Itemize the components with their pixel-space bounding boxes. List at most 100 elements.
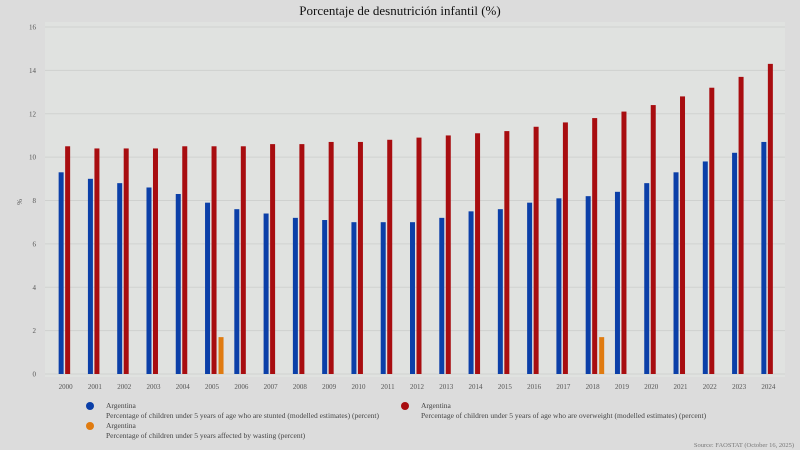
x-tick-labels: 2000 2001 2002 2003 2004 2005 2006 2007 2008 2009… xyxy=(59,383,776,391)
bar-overweight[interactable] xyxy=(621,111,627,375)
x-tick-label: 2010 xyxy=(351,383,366,391)
bar-stunted[interactable] xyxy=(732,152,738,374)
bar-stunted[interactable] xyxy=(527,202,533,374)
legend-description: Percentage of children under 5 years of … xyxy=(106,411,380,420)
bar-stunted[interactable] xyxy=(205,202,211,374)
bar-stunted[interactable] xyxy=(351,222,357,374)
legend-description: Percentage of children under 5 years of … xyxy=(421,411,707,420)
bar-stunted[interactable] xyxy=(380,222,386,374)
bar-overweight[interactable] xyxy=(94,148,100,374)
bar-stunted[interactable] xyxy=(234,209,240,374)
bar-overweight[interactable] xyxy=(299,144,305,374)
x-tick-label: 2009 xyxy=(322,383,337,391)
bar-stunted[interactable] xyxy=(761,141,767,374)
y-tick-label: 2 xyxy=(33,327,37,335)
y-tick-label: 0 xyxy=(33,371,37,379)
x-tick-label: 2004 xyxy=(176,383,191,391)
y-tick-label: 4 xyxy=(33,284,37,292)
bar-stunted[interactable] xyxy=(497,209,503,374)
bar-overweight[interactable] xyxy=(182,146,188,374)
bar-stunted[interactable] xyxy=(556,198,562,374)
legend-country: Argentina xyxy=(421,401,451,410)
bar-overweight[interactable] xyxy=(680,96,686,375)
bar-stunted[interactable] xyxy=(175,193,181,374)
x-tick-label: 2001 xyxy=(88,383,103,391)
bar-stunted[interactable] xyxy=(146,187,152,374)
bar-overweight[interactable] xyxy=(152,148,158,374)
bar-overweight[interactable] xyxy=(270,144,276,374)
y-tick-label: 14 xyxy=(29,67,37,75)
bar-overweight[interactable] xyxy=(211,146,217,374)
y-axis-label: % xyxy=(16,199,24,205)
bar-overweight[interactable] xyxy=(738,76,744,374)
bar-stunted[interactable] xyxy=(322,220,328,374)
bar-stunted[interactable] xyxy=(585,196,591,374)
bar-stunted[interactable] xyxy=(614,191,620,374)
bar-stunted[interactable] xyxy=(117,183,123,374)
x-tick-label: 2003 xyxy=(146,383,161,391)
bar-stunted[interactable] xyxy=(673,172,679,374)
x-tick-label: 2008 xyxy=(293,383,308,391)
bar-wasting[interactable] xyxy=(218,337,224,374)
y-tick-label: 6 xyxy=(33,240,37,248)
x-tick-label: 2012 xyxy=(410,383,425,391)
bar-stunted[interactable] xyxy=(644,183,650,374)
x-tick-label: 2016 xyxy=(527,383,542,391)
x-tick-label: 2007 xyxy=(264,383,279,391)
x-tick-label: 2022 xyxy=(703,383,718,391)
bar-overweight[interactable] xyxy=(240,146,246,374)
x-tick-label: 2024 xyxy=(761,383,776,391)
bar-stunted[interactable] xyxy=(410,222,415,374)
x-tick-label: 2014 xyxy=(469,383,484,391)
bar-overweight[interactable] xyxy=(709,87,715,374)
legend-description: Percentage of children under 5 years aff… xyxy=(106,431,306,440)
bar-overweight[interactable] xyxy=(475,133,481,374)
legend-marker-wasting xyxy=(86,422,94,430)
legend-marker-overweight xyxy=(401,402,409,410)
bar-stunted[interactable] xyxy=(263,213,269,374)
bar-overweight[interactable] xyxy=(504,131,510,374)
x-tick-label: 2005 xyxy=(205,383,220,391)
y-tick-labels: 0 2 4 6 8 10 12 14 16 xyxy=(29,24,37,379)
y-tick-label: 10 xyxy=(29,154,37,162)
x-tick-label: 2013 xyxy=(439,383,454,391)
x-tick-label: 2018 xyxy=(586,383,601,391)
y-tick-label: 12 xyxy=(29,110,37,118)
bar-stunted[interactable] xyxy=(58,172,64,374)
legend-country: Argentina xyxy=(106,401,136,410)
x-tick-label: 2021 xyxy=(674,383,689,391)
x-tick-label: 2015 xyxy=(498,383,513,391)
x-tick-label: 2002 xyxy=(117,383,132,391)
legend-country: Argentina xyxy=(106,421,136,430)
bar-wasting[interactable] xyxy=(599,337,605,374)
bar-overweight[interactable] xyxy=(123,148,129,374)
x-tick-label: 2000 xyxy=(59,383,74,391)
bar-overweight[interactable] xyxy=(65,146,71,374)
bar-overweight[interactable] xyxy=(592,118,598,375)
bar-overweight[interactable] xyxy=(562,122,568,374)
bar-stunted[interactable] xyxy=(468,211,474,374)
y-tick-label: 16 xyxy=(29,24,37,32)
source-note: Source: FAOSTAT (October 16, 2025) xyxy=(693,442,794,449)
chart-title: Porcentaje de desnutrición infantil (%) xyxy=(299,3,501,18)
y-tick-label: 8 xyxy=(33,197,37,205)
x-tick-label: 2017 xyxy=(556,383,571,391)
bar-overweight[interactable] xyxy=(767,63,773,375)
bar-stunted[interactable] xyxy=(439,217,445,374)
x-tick-label: 2006 xyxy=(234,383,249,391)
bar-overweight[interactable] xyxy=(416,137,422,374)
bar-overweight[interactable] xyxy=(357,141,363,374)
bar-stunted[interactable] xyxy=(702,161,708,374)
x-tick-label: 2020 xyxy=(644,383,659,391)
bar-overweight[interactable] xyxy=(387,139,393,374)
bar-stunted[interactable] xyxy=(87,178,93,374)
bars xyxy=(58,63,773,375)
bar-stunted[interactable] xyxy=(292,217,298,374)
bar-overweight[interactable] xyxy=(328,141,334,374)
x-tick-label: 2023 xyxy=(732,383,747,391)
legend-marker-stunted xyxy=(86,402,94,410)
bar-overweight[interactable] xyxy=(533,126,539,374)
bar-overweight[interactable] xyxy=(650,105,656,374)
bar-overweight[interactable] xyxy=(445,135,451,374)
